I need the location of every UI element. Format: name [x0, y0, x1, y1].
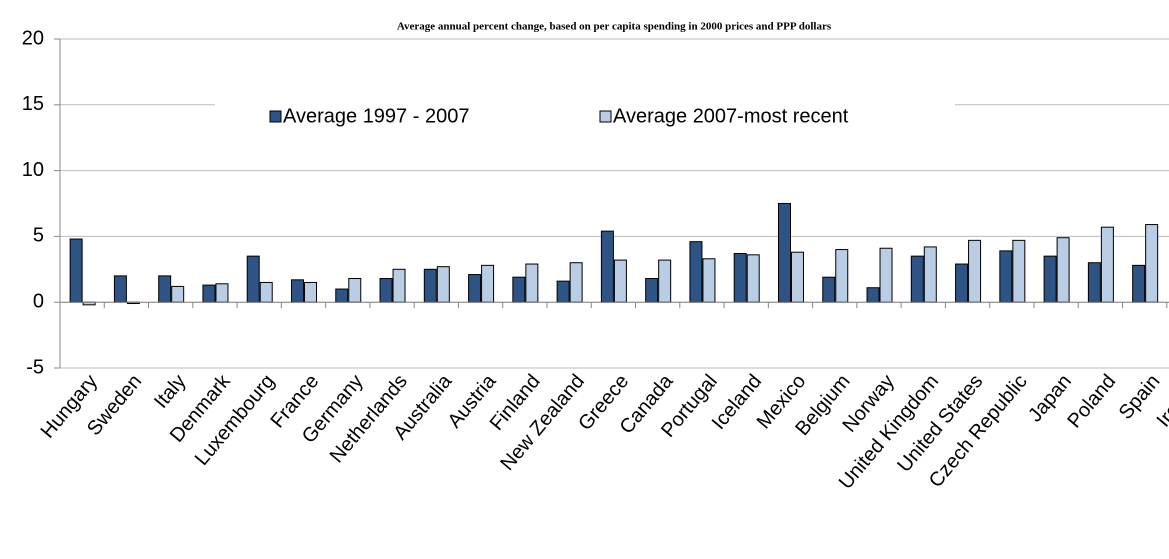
- bar: [525, 263, 539, 303]
- bar: [1145, 224, 1159, 303]
- y-tick-label: 0: [33, 290, 44, 312]
- bar: [1056, 237, 1070, 303]
- legend-label: Average 2007-most recent: [613, 105, 849, 127]
- bar: [923, 246, 937, 303]
- bar: [658, 259, 672, 303]
- bar: [348, 278, 362, 303]
- bar: [512, 276, 526, 303]
- y-tick-label: 10: [22, 159, 44, 181]
- bar: [569, 262, 583, 303]
- bar: [790, 251, 804, 303]
- y-tick-label: 5: [33, 225, 44, 247]
- bar: [246, 255, 260, 303]
- bar: [468, 274, 482, 303]
- legend-label: Average 1997 - 2007: [283, 105, 469, 127]
- bar: [113, 275, 127, 303]
- x-tick-label: Poland: [1063, 370, 1120, 432]
- chart-title: Average annual percent change, based on …: [397, 21, 832, 33]
- bar: [215, 283, 229, 303]
- bar: [158, 275, 172, 303]
- y-tick-label: 15: [22, 93, 44, 115]
- bar: [171, 285, 185, 303]
- bar: [955, 263, 969, 303]
- bar: [689, 241, 703, 303]
- bar: [600, 230, 614, 303]
- y-tick-label: 20: [22, 27, 44, 49]
- bar: [866, 287, 880, 303]
- bar: [335, 288, 349, 303]
- bar: [910, 255, 924, 303]
- bar: [1043, 255, 1057, 303]
- bar: [879, 247, 893, 303]
- y-tick-label: -5: [26, 356, 44, 378]
- bar: [423, 268, 437, 303]
- bar: [746, 254, 760, 303]
- bar: [392, 268, 406, 303]
- bar: [777, 203, 791, 303]
- x-tick-label: Italy: [150, 370, 190, 412]
- bar: [303, 281, 317, 303]
- grid: [60, 38, 1169, 369]
- bar: [733, 253, 747, 303]
- bar: [999, 250, 1013, 303]
- bar: [822, 276, 836, 303]
- bar: [481, 264, 495, 303]
- legend-swatch: [599, 110, 612, 123]
- bar: [1087, 262, 1101, 303]
- bar: [1132, 264, 1146, 303]
- legend-box: [215, 100, 955, 162]
- bar: [290, 279, 304, 303]
- bar: [645, 278, 659, 303]
- legend-swatch: [269, 110, 282, 123]
- bar: [436, 266, 450, 303]
- legend: Average 1997 - 2007 Average 2007-most rec…: [215, 100, 955, 162]
- bar: [835, 249, 849, 303]
- bar: [1100, 226, 1114, 303]
- bar: [69, 238, 83, 303]
- bar: [702, 258, 716, 303]
- bar: [968, 239, 982, 303]
- bar: [556, 280, 570, 303]
- bar: [202, 284, 216, 303]
- bar: [1012, 239, 1026, 303]
- bar: [379, 278, 393, 303]
- x-tick-label: Iceland: [708, 370, 766, 434]
- bar: [613, 259, 627, 303]
- bar: [259, 281, 273, 303]
